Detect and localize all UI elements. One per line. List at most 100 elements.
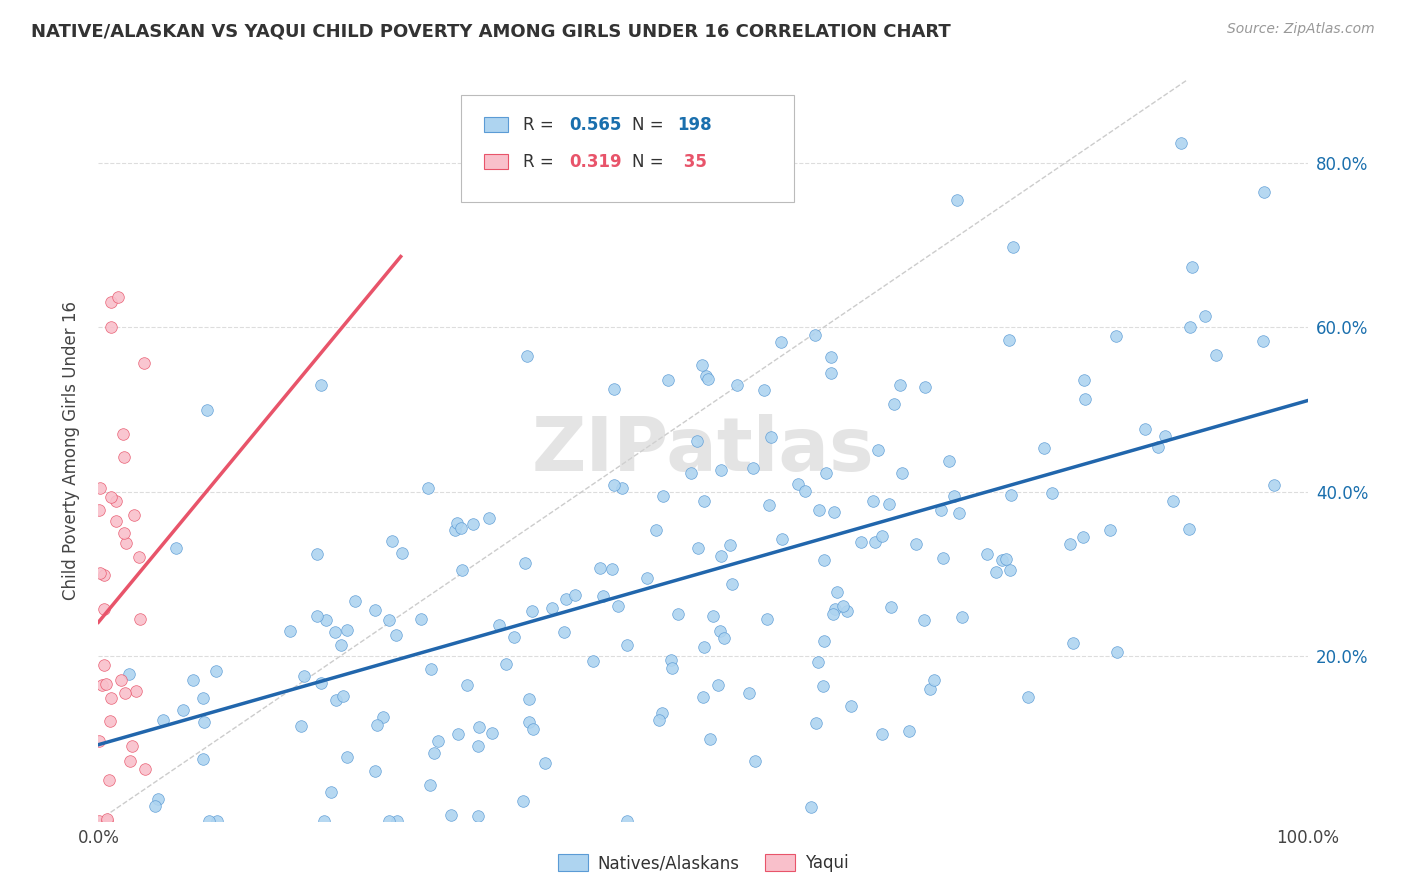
Point xyxy=(446,516,468,530)
Point xyxy=(422,746,444,760)
Point xyxy=(709,624,731,638)
Point xyxy=(329,638,352,652)
Point xyxy=(451,563,474,577)
Point xyxy=(98,714,121,729)
Point xyxy=(89,503,111,517)
Point xyxy=(710,463,733,477)
Point xyxy=(1253,186,1275,200)
Point xyxy=(205,814,228,828)
Point xyxy=(1194,310,1216,324)
Point xyxy=(686,541,709,556)
Point xyxy=(198,814,221,828)
Point xyxy=(690,359,713,373)
Point xyxy=(824,602,846,616)
Point xyxy=(807,656,830,670)
Point xyxy=(1059,537,1081,551)
Point xyxy=(692,494,714,508)
Point xyxy=(707,678,730,692)
Point xyxy=(456,677,478,691)
Point xyxy=(468,720,491,734)
Point xyxy=(879,599,901,614)
Point xyxy=(385,627,408,641)
Point xyxy=(100,691,122,706)
Point xyxy=(323,624,346,639)
Point xyxy=(1263,478,1285,492)
Point xyxy=(800,799,823,814)
Text: 0.565: 0.565 xyxy=(569,116,621,134)
Point xyxy=(769,334,792,349)
Point xyxy=(112,526,135,541)
Point xyxy=(697,372,720,386)
Point xyxy=(107,290,129,304)
Point xyxy=(877,497,900,511)
Point xyxy=(659,653,682,667)
Point xyxy=(503,630,526,644)
Point xyxy=(786,476,808,491)
Point xyxy=(1062,636,1084,650)
Point xyxy=(181,673,204,687)
Point xyxy=(1040,485,1063,500)
Point xyxy=(419,778,441,792)
Point xyxy=(534,756,557,771)
Point xyxy=(314,814,336,828)
Point xyxy=(115,535,138,549)
Point xyxy=(305,608,328,623)
FancyBboxPatch shape xyxy=(484,118,509,132)
Point xyxy=(378,613,401,627)
Point xyxy=(193,715,215,730)
Point xyxy=(1180,319,1202,334)
Point xyxy=(134,356,156,370)
Point xyxy=(998,333,1021,347)
Point xyxy=(1073,373,1095,387)
Point xyxy=(600,562,623,576)
Point xyxy=(932,550,955,565)
Point xyxy=(332,689,354,703)
Point xyxy=(813,679,835,693)
Point xyxy=(292,668,315,682)
Point xyxy=(699,731,721,746)
Point xyxy=(555,592,578,607)
Point xyxy=(607,599,630,614)
Point xyxy=(336,750,359,764)
Point xyxy=(104,494,127,508)
Point xyxy=(309,378,332,392)
Point xyxy=(713,631,735,645)
Point xyxy=(96,814,118,828)
Point xyxy=(143,798,166,813)
Point xyxy=(870,529,893,543)
Point xyxy=(813,553,835,567)
Point xyxy=(321,785,343,799)
Point xyxy=(889,378,911,392)
Point xyxy=(426,734,449,748)
Point xyxy=(325,693,347,707)
Point xyxy=(645,523,668,537)
Point xyxy=(152,713,174,727)
Point xyxy=(195,403,218,417)
Point xyxy=(89,481,111,495)
Point xyxy=(93,601,115,615)
Point xyxy=(603,383,626,397)
Point xyxy=(1205,348,1227,362)
Point xyxy=(447,727,470,741)
Text: 198: 198 xyxy=(678,116,713,134)
Point xyxy=(512,794,534,808)
Point xyxy=(692,690,714,704)
Point xyxy=(420,662,443,676)
Point xyxy=(657,373,679,387)
Point xyxy=(481,726,503,740)
Point xyxy=(1177,522,1199,536)
Text: ZIPatlas: ZIPatlas xyxy=(531,414,875,487)
Point xyxy=(87,733,110,747)
Point xyxy=(891,466,914,480)
Point xyxy=(650,706,672,720)
Point xyxy=(343,594,366,608)
Point xyxy=(522,722,544,736)
Point xyxy=(742,460,765,475)
Point xyxy=(647,713,669,727)
Point xyxy=(914,379,936,393)
Point xyxy=(564,588,586,602)
Point xyxy=(165,541,187,555)
Text: R =: R = xyxy=(523,116,558,134)
Point xyxy=(520,604,543,618)
Point xyxy=(450,520,472,534)
